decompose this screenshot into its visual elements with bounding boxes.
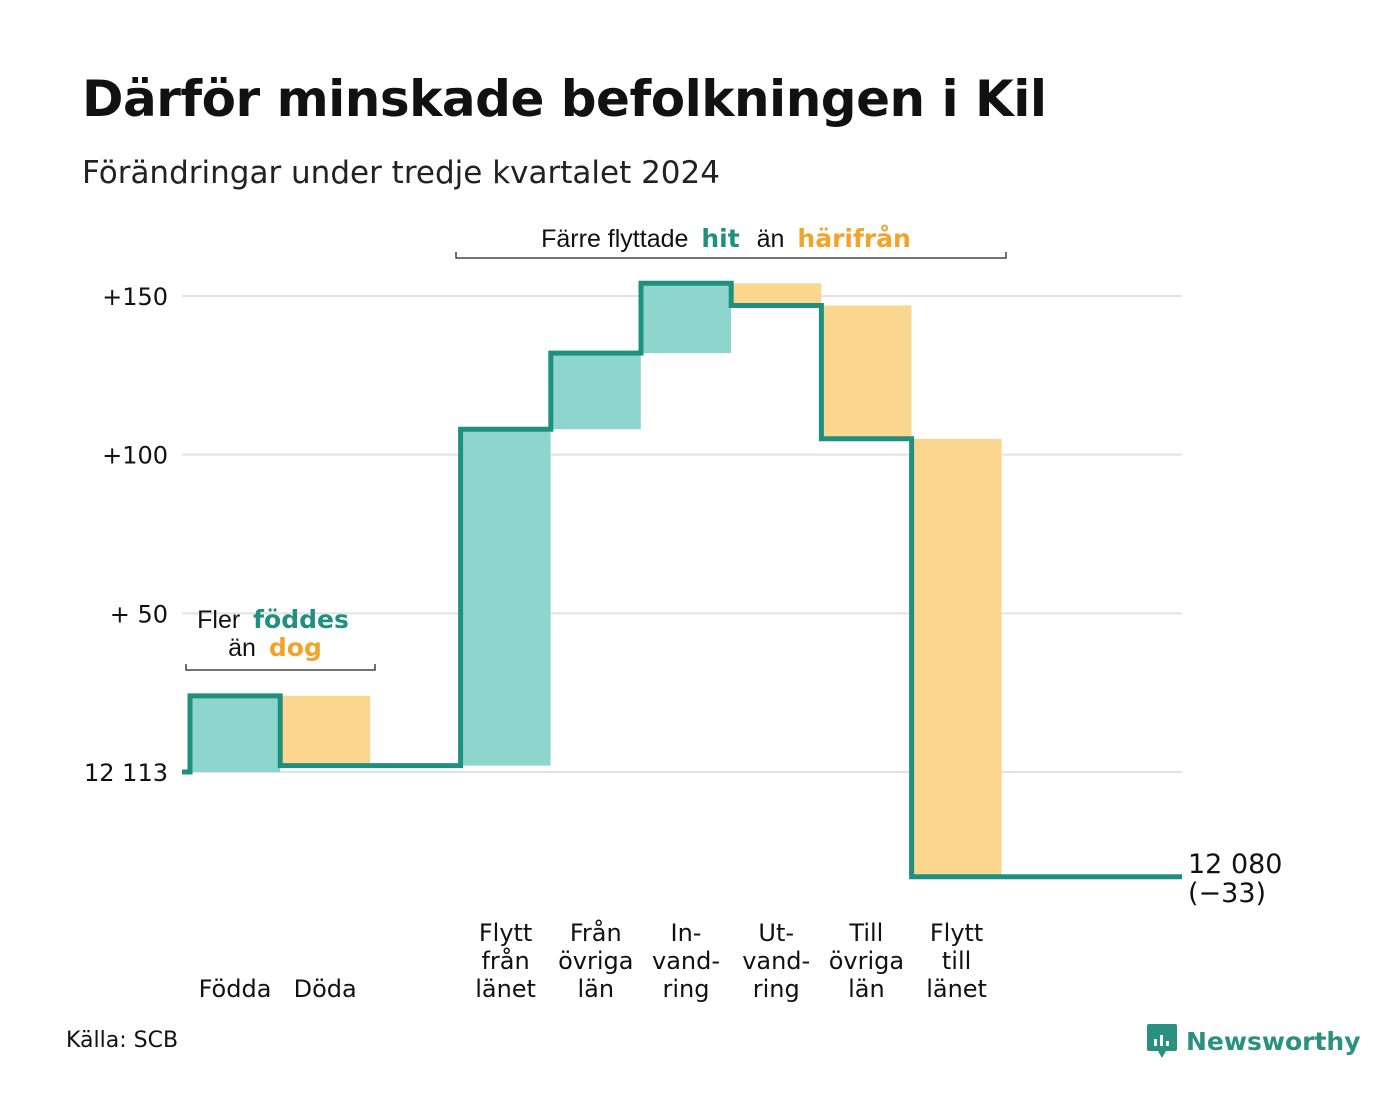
category-label-6-1: vand- [742,947,810,975]
annotation-migration-line: Färre flyttade hit än härifrån [541,224,911,253]
annotations: Fler föddes än dog Färre flyttade hit än… [185,224,1007,671]
newsworthy-icon [1147,1024,1177,1058]
category-label-3-2: länet [475,975,536,1003]
running-total-path [182,280,1182,880]
end-value-label: 12 080 [1188,849,1282,880]
category-label-7-2: län [848,975,885,1003]
end-value: 12 080 (−33) [1188,849,1282,909]
category-label-4-1: övriga [558,947,633,975]
running-total-line [182,280,1182,880]
bar-7 [821,305,912,439]
annotation-migration-mid: än [757,225,785,253]
annotation-natural-prefix: Fler [197,606,240,634]
category-label-8-1: till [942,947,971,975]
category-label-5-1: vand- [652,947,720,975]
annotation-migration-away: härifrån [797,224,910,253]
chart-subtitle: Förändringar under tredje kvartalet 2024 [82,155,720,191]
bars [190,283,1002,877]
category-label-5-0: In- [671,919,702,947]
category-label-4-0: Från [570,918,622,947]
category-label-8-2: länet [926,975,987,1003]
annotation-migration-bracket [455,252,1007,259]
bar-1 [280,695,371,766]
y-tick-label-2: +100 [102,442,168,470]
category-label-1-0: Döda [294,975,357,1003]
bar-8 [911,438,1002,877]
bar-6 [731,283,822,306]
annotation-natural-mid: än [228,634,256,662]
annotation-natural-away: dog [269,633,322,662]
annotation-migration-hit: hit [701,224,739,253]
annotation-natural-line1: Fler föddes [197,605,349,634]
brand-logo: Newsworthy [1146,1022,1361,1060]
category-label-6-2: ring [753,975,800,1003]
category-label-8-0: Flytt [930,919,984,947]
bar-0 [190,695,280,772]
y-tick-label-3: +150 [102,283,168,311]
category-label-0-0: Födda [199,975,272,1003]
category-label-6-0: Ut- [758,919,794,947]
category-label-4-2: län [578,975,615,1003]
category-labels: Födda DödaFlyttfrånlänetFrånövrigalänIn-v… [199,918,987,1003]
y-axis-ticks: 12 113 + 50 +100 +150 [84,283,168,787]
y-tick-label-1: + 50 [110,600,168,628]
chart-title: Därför minskade befolkningen i Kil [82,70,1047,128]
y-tick-label-0: 12 113 [84,759,168,787]
annotation-natural-hit: föddes [253,605,349,634]
category-label-3-1: från [481,946,529,975]
category-label-3-0: Flytt [479,919,533,947]
source-note: Källa: SCB [66,1028,179,1053]
annotation-natural-line2: än dog [228,633,322,662]
category-label-7-0: Till [848,919,883,947]
end-change-label: (−33) [1188,878,1266,909]
bar-5 [641,283,731,354]
bar-4 [550,353,641,430]
brand-name: Newsworthy [1186,1026,1361,1056]
annotation-migration-prefix: Färre flyttade [541,225,688,253]
bar-3 [460,429,551,766]
category-label-5-2: ring [663,975,710,1003]
annotation-natural-bracket [185,664,376,671]
category-label-7-1: övriga [829,947,904,975]
